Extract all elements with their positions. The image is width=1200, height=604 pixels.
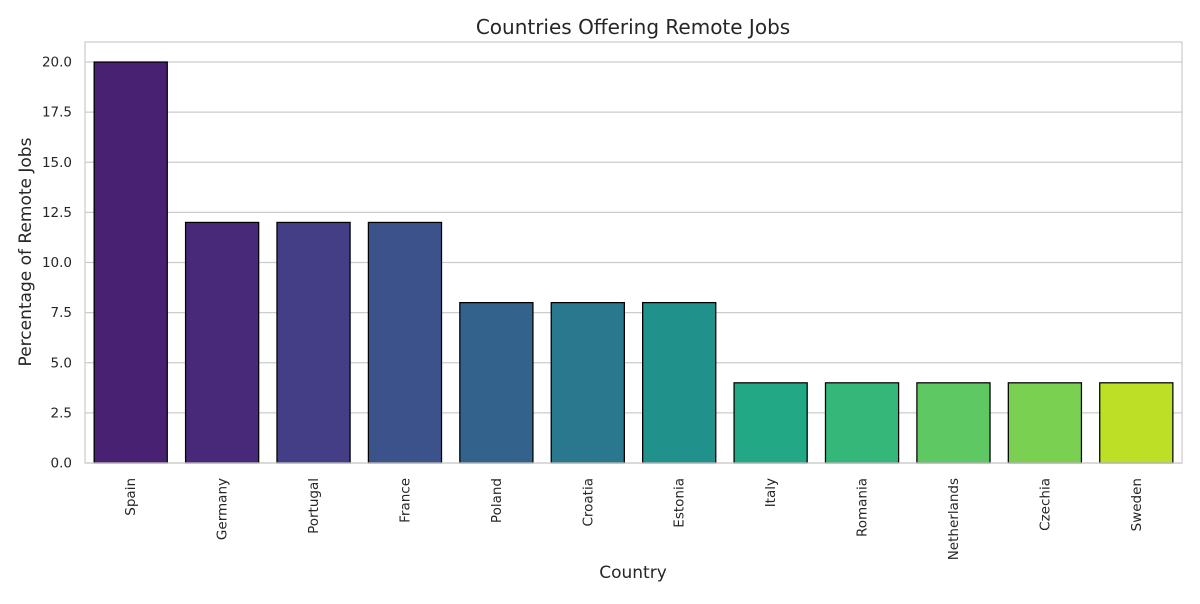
y-tick-label: 12.5 <box>42 205 72 221</box>
x-tick-labels: Spain Germany Portugal France Poland Croatia E… <box>123 478 1145 560</box>
bar-france <box>367 221 443 464</box>
bar-sweden <box>1099 382 1174 464</box>
x-tick-label: Romania <box>855 478 871 537</box>
y-tick-label: 2.5 <box>51 405 72 421</box>
bar-czechia <box>1007 382 1083 464</box>
gridlines <box>85 61 1182 464</box>
y-tick-label: 5.0 <box>51 355 72 371</box>
y-tick-label: 0.0 <box>51 456 72 472</box>
x-axis-label: Country <box>599 563 667 583</box>
y-tick-labels: 0.0 2.5 5.0 7.5 10.0 12.5 15.0 17.5 20.0 <box>42 55 72 472</box>
plot-frame <box>84 41 1183 464</box>
bar-portugal <box>276 221 351 464</box>
x-tick-label: Germany <box>215 478 231 540</box>
chart-title: Countries Offering Remote Jobs <box>476 15 790 39</box>
y-tick-label: 20.0 <box>42 55 72 71</box>
bar-germany <box>184 221 260 464</box>
bar-romania <box>824 382 900 464</box>
y-tick-label: 17.5 <box>42 105 72 121</box>
x-tick-label: Czechia <box>1037 478 1053 531</box>
y-tick-label: 10.0 <box>42 255 72 271</box>
bar-netherlands <box>916 382 991 464</box>
x-tick-label: Sweden <box>1129 478 1145 531</box>
x-tick-label: France <box>397 478 413 523</box>
x-tick-label: Spain <box>123 478 139 516</box>
x-tick-label: Croatia <box>580 478 596 527</box>
bar-italy <box>733 382 808 464</box>
bar-estonia <box>642 301 717 464</box>
x-tick-label: Netherlands <box>946 478 962 560</box>
y-tick-label: 15.0 <box>42 155 72 171</box>
bar-spain <box>93 61 168 464</box>
x-tick-label: Italy <box>763 478 779 507</box>
bar-croatia <box>550 301 625 464</box>
x-tick-label: Estonia <box>672 478 688 528</box>
bar-poland <box>459 301 534 464</box>
x-tick-label: Poland <box>489 478 505 523</box>
x-tick-label: Portugal <box>306 478 322 534</box>
y-tick-label: 7.5 <box>51 305 72 321</box>
y-axis-label: Percentage of Remote Jobs <box>16 137 36 366</box>
bars <box>93 61 1174 464</box>
